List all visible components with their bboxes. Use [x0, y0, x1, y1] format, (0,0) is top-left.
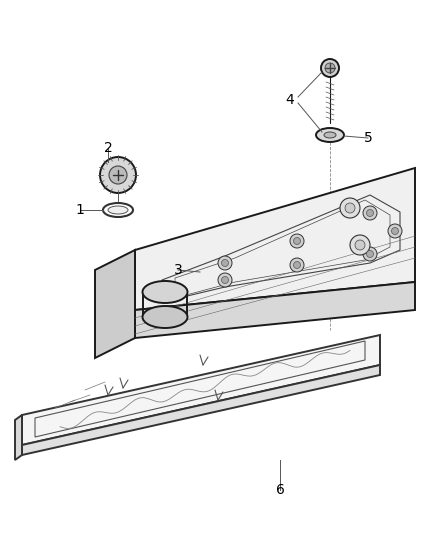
- Circle shape: [321, 59, 339, 77]
- Circle shape: [388, 224, 402, 238]
- Circle shape: [367, 209, 374, 216]
- Circle shape: [350, 235, 370, 255]
- Polygon shape: [135, 282, 415, 338]
- Text: 6: 6: [276, 483, 284, 497]
- Polygon shape: [95, 250, 135, 358]
- Circle shape: [109, 166, 127, 184]
- Circle shape: [293, 262, 300, 269]
- Polygon shape: [22, 365, 380, 455]
- Text: 1: 1: [76, 203, 85, 217]
- Polygon shape: [22, 335, 380, 445]
- Circle shape: [100, 157, 136, 193]
- Circle shape: [392, 228, 399, 235]
- Ellipse shape: [324, 132, 336, 138]
- Circle shape: [222, 277, 229, 284]
- Circle shape: [218, 256, 232, 270]
- Circle shape: [340, 198, 360, 218]
- Ellipse shape: [316, 128, 344, 142]
- Circle shape: [325, 63, 335, 73]
- Text: 3: 3: [173, 263, 182, 277]
- Circle shape: [355, 240, 365, 250]
- Ellipse shape: [142, 281, 187, 303]
- Text: 5: 5: [364, 131, 372, 145]
- Circle shape: [293, 238, 300, 245]
- Polygon shape: [15, 415, 22, 460]
- Circle shape: [363, 247, 377, 261]
- Polygon shape: [135, 168, 415, 310]
- Circle shape: [165, 285, 172, 292]
- Ellipse shape: [142, 306, 187, 328]
- Circle shape: [345, 203, 355, 213]
- Circle shape: [218, 273, 232, 287]
- Circle shape: [363, 206, 377, 220]
- Ellipse shape: [108, 206, 128, 214]
- Text: 2: 2: [104, 141, 113, 155]
- Circle shape: [290, 258, 304, 272]
- Circle shape: [222, 260, 229, 266]
- Circle shape: [161, 281, 175, 295]
- Circle shape: [367, 251, 374, 257]
- Text: 4: 4: [286, 93, 294, 107]
- Circle shape: [290, 234, 304, 248]
